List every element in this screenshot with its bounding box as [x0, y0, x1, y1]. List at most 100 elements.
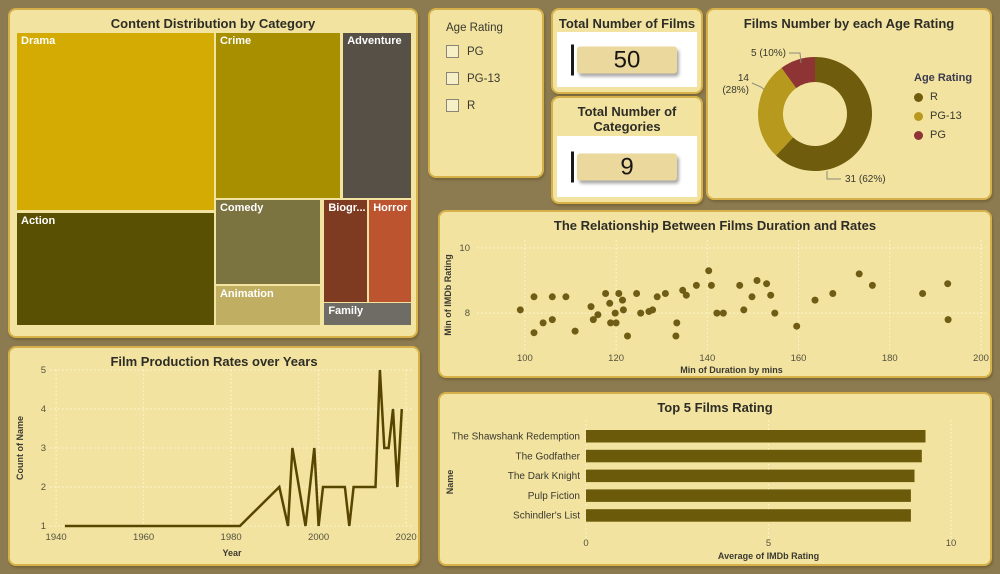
card-accent-bar [571, 44, 574, 75]
scatter-point[interactable] [793, 322, 801, 330]
donut-title: Films Number by each Age Rating [743, 16, 955, 31]
scatter-point[interactable] [615, 290, 623, 297]
bar-the-shawshank-redemption[interactable] [586, 430, 926, 443]
x-tick-label: 0 [583, 538, 588, 549]
treemap-tile-animation[interactable]: Animation [215, 285, 321, 325]
legend-item-pg[interactable]: PG [914, 129, 992, 141]
scatter-point[interactable] [713, 309, 721, 317]
treemap-tile-biogr[interactable]: Biogr... [324, 200, 368, 302]
card-value-box[interactable]: 50 [577, 46, 677, 73]
scatter-point[interactable] [619, 296, 626, 304]
bar-schindler-s-list[interactable] [586, 509, 911, 522]
card-value-box[interactable]: 9 [577, 153, 677, 180]
scatter-point[interactable] [707, 281, 715, 289]
bar-the-dark-knight[interactable] [586, 469, 915, 483]
x-tick-label: 2000 [308, 532, 329, 543]
scatter-point[interactable] [562, 293, 570, 301]
scatter-point[interactable] [548, 293, 556, 301]
scatter-point[interactable] [530, 293, 538, 301]
scatter-point[interactable] [682, 291, 690, 299]
treemap-tile-horror[interactable]: Horror [369, 200, 411, 302]
scatter-point[interactable] [855, 270, 863, 278]
checkbox-icon[interactable] [446, 45, 459, 58]
scatter-point[interactable] [829, 290, 837, 297]
treemap-tile-drama[interactable]: Drama [17, 33, 214, 210]
scatter-point[interactable] [653, 293, 661, 301]
scatter-point[interactable] [748, 293, 756, 301]
slicer-option-label: R [467, 99, 476, 112]
scatter-point[interactable] [530, 329, 538, 337]
scatter-point[interactable] [606, 299, 614, 307]
scatter-point[interactable] [611, 309, 619, 317]
slicer-option-pg[interactable]: PG [430, 38, 542, 65]
donut-slice-pg[interactable] [781, 57, 816, 89]
scatter-point[interactable] [692, 281, 700, 289]
scatter-point[interactable] [811, 296, 819, 304]
scatter-point[interactable] [771, 309, 779, 317]
scatter-point[interactable] [672, 332, 680, 340]
scatter-point[interactable] [539, 319, 547, 327]
scatter-point[interactable] [589, 316, 597, 324]
y-tick-label: 8 [465, 308, 470, 319]
treemap-tile-label: Biogr... [328, 202, 366, 215]
scatter-point[interactable] [944, 316, 952, 324]
slicer-option-r[interactable]: R [430, 92, 542, 119]
scatter-point[interactable] [767, 291, 775, 299]
scatter-point[interactable] [944, 280, 952, 288]
slicer-option-pg-13[interactable]: PG-13 [430, 65, 542, 92]
y-tick-label: 10 [459, 243, 470, 254]
y-axis-title: Name [445, 470, 455, 495]
legend-item-r[interactable]: R [914, 91, 992, 103]
scatter-point[interactable] [673, 319, 681, 327]
scatter-point[interactable] [919, 290, 927, 297]
scatter-point[interactable] [602, 290, 610, 297]
x-tick-label: 100 [517, 353, 533, 364]
scatter-point[interactable] [607, 319, 615, 327]
scatter-point[interactable] [594, 311, 602, 319]
bar-the-godfather[interactable] [586, 449, 922, 463]
scatter-point[interactable] [705, 267, 713, 275]
scatter-point[interactable] [679, 286, 687, 294]
checkbox-icon[interactable] [446, 72, 459, 85]
y-axis-title: Min of IMDb Rating [443, 254, 453, 335]
scatter-point[interactable] [719, 309, 727, 317]
scatter-point[interactable] [637, 309, 645, 317]
scatter-point[interactable] [763, 280, 771, 288]
x-axis-title: Min of Duration by mins [680, 365, 783, 375]
scatter-point[interactable] [649, 306, 657, 314]
treemap-tile-label: Comedy [219, 202, 264, 215]
treemap-tile-comedy[interactable]: Comedy [215, 200, 321, 285]
treemap-tile-adventure[interactable]: Adventure [343, 33, 411, 198]
bar-pulp-fiction[interactable] [586, 489, 911, 502]
total-films-card: Total Number of Films 50 [551, 8, 703, 94]
treemap-tile-crime[interactable]: Crime [215, 33, 341, 198]
scatter-point[interactable] [612, 319, 620, 327]
scatter-point[interactable] [736, 281, 744, 289]
checkbox-icon[interactable] [446, 99, 459, 112]
donut-data-label: 5 (10%) [751, 48, 786, 59]
x-tick-label: 1960 [133, 532, 154, 543]
legend-dot-icon [914, 130, 923, 140]
scatter-point[interactable] [571, 327, 579, 335]
treemap-tile-label: Crime [219, 35, 252, 47]
treemap-tile-action[interactable]: Action [17, 212, 214, 325]
donut-chart: 5 (10%) 14(28%) 31 (62%) [722, 48, 885, 185]
scatter-point[interactable] [753, 277, 761, 284]
x-tick-label: 140 [699, 353, 715, 364]
scatter-point[interactable] [633, 290, 641, 297]
scatter-point[interactable] [740, 306, 748, 314]
scatter-point[interactable] [548, 316, 556, 324]
bar-category-label: The Shawshank Redemption [452, 432, 580, 443]
scatter-point[interactable] [619, 306, 627, 314]
x-axis-title: Year [222, 548, 242, 558]
legend-item-label: PG-13 [930, 110, 962, 122]
scatter-point[interactable] [661, 290, 669, 297]
donut-slice-pg-13[interactable] [758, 67, 797, 156]
donut-slice-r[interactable] [775, 57, 873, 171]
scatter-point[interactable] [624, 332, 631, 340]
scatter-point[interactable] [868, 281, 876, 289]
treemap-tile-family[interactable]: Family [324, 303, 411, 325]
scatter-point[interactable] [587, 303, 595, 311]
legend-item-pg-13[interactable]: PG-13 [914, 110, 992, 122]
scatter-point[interactable] [516, 306, 524, 314]
